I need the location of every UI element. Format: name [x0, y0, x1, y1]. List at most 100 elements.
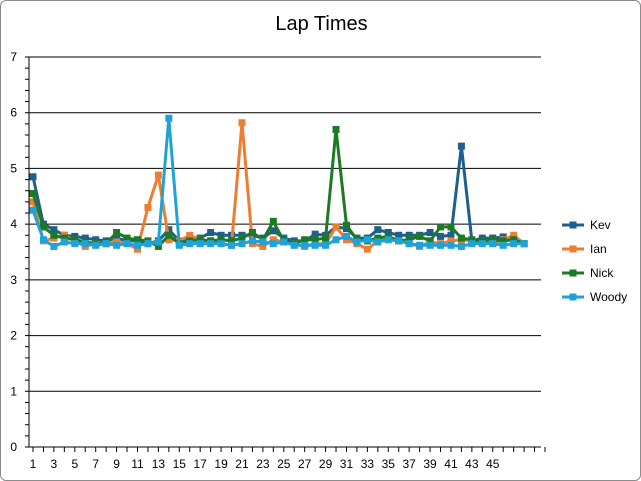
data-point-nick — [499, 237, 507, 245]
x-tick-label: 19 — [214, 457, 228, 471]
x-tick-label: 45 — [486, 457, 500, 471]
data-point-ian — [259, 242, 267, 250]
data-point-kev — [395, 231, 403, 239]
data-point-woody — [39, 236, 47, 244]
data-point-nick — [133, 236, 141, 244]
x-tick-label: 33 — [361, 457, 375, 471]
data-point-woody — [311, 241, 319, 249]
x-tick-label: 17 — [194, 457, 208, 471]
data-point-kev — [207, 229, 215, 236]
x-tick-label: 43 — [465, 457, 479, 471]
x-tick-label: 3 — [51, 457, 58, 471]
x-tick-label: 35 — [382, 457, 396, 471]
data-point-nick — [113, 229, 121, 236]
data-point-nick — [374, 234, 382, 242]
data-point-woody — [186, 240, 194, 248]
y-tick-label: 0 — [10, 440, 17, 454]
x-tick-label: 21 — [235, 457, 249, 471]
x-tick-label: 9 — [113, 457, 120, 471]
data-point-nick — [457, 234, 465, 242]
data-point-nick — [311, 236, 319, 244]
y-tick-label: 4 — [10, 217, 17, 231]
data-point-nick — [50, 231, 58, 239]
data-point-nick — [154, 242, 162, 250]
data-point-woody — [510, 240, 518, 248]
y-tick-label: 3 — [10, 273, 17, 287]
data-point-ian — [29, 198, 37, 206]
legend-marker-nick — [569, 269, 577, 277]
data-point-woody — [29, 206, 37, 214]
data-point-kev — [29, 173, 37, 181]
data-point-nick — [489, 236, 497, 244]
x-tick-label: 27 — [298, 457, 312, 471]
data-point-woody — [384, 236, 392, 244]
data-point-woody — [196, 240, 204, 248]
data-point-nick — [322, 234, 330, 242]
data-point-woody — [395, 237, 403, 245]
x-tick-label: 5 — [71, 457, 78, 471]
x-tick-label: 23 — [256, 457, 270, 471]
data-point-woody — [60, 238, 68, 246]
data-point-woody — [290, 241, 298, 249]
data-point-woody — [92, 241, 100, 249]
data-point-nick — [269, 217, 277, 225]
data-point-kev — [374, 226, 382, 234]
data-point-woody — [457, 242, 465, 250]
data-point-woody — [405, 240, 413, 248]
legend-label-woody: Woody — [590, 290, 627, 304]
x-tick-label: 7 — [92, 457, 99, 471]
data-point-woody — [353, 238, 361, 246]
data-point-kev — [269, 227, 277, 235]
data-point-woody — [259, 238, 267, 246]
data-point-woody — [520, 240, 528, 248]
y-tick-label: 5 — [10, 161, 17, 175]
data-point-nick — [426, 237, 434, 245]
x-tick-label: 29 — [319, 457, 333, 471]
data-point-nick — [39, 223, 47, 231]
x-tick-label: 41 — [444, 457, 458, 471]
data-point-kev — [113, 234, 121, 242]
data-point-ian — [144, 203, 152, 211]
legend-label-ian: Ian — [590, 242, 607, 256]
data-point-nick — [468, 236, 476, 244]
data-point-nick — [165, 231, 173, 239]
x-tick-label: 39 — [423, 457, 437, 471]
data-point-kev — [426, 229, 434, 236]
data-point-kev — [384, 229, 392, 236]
legend-label-nick: Nick — [590, 266, 614, 280]
data-point-ian — [186, 231, 194, 239]
data-point-woody — [144, 240, 152, 248]
data-point-ian — [510, 231, 518, 239]
data-point-woody — [165, 114, 173, 122]
data-point-woody — [71, 240, 79, 248]
data-point-kev — [217, 231, 225, 239]
data-point-ian — [165, 236, 173, 244]
data-point-nick — [332, 125, 340, 133]
y-tick-label: 6 — [10, 106, 17, 120]
data-point-woody — [280, 238, 288, 246]
data-point-woody — [102, 240, 110, 248]
data-point-woody — [437, 241, 445, 249]
data-point-woody — [426, 241, 434, 249]
x-tick-label: 15 — [173, 457, 187, 471]
data-point-nick — [60, 234, 68, 242]
data-point-nick — [228, 237, 236, 245]
data-point-ian — [363, 245, 371, 253]
data-point-kev — [311, 230, 319, 238]
x-tick-label: 37 — [402, 457, 416, 471]
data-point-kev — [405, 231, 413, 239]
data-point-kev — [447, 231, 455, 239]
data-point-kev — [437, 232, 445, 240]
data-point-nick — [447, 223, 455, 231]
data-point-ian — [447, 237, 455, 245]
data-point-kev — [457, 142, 465, 150]
data-point-woody — [81, 240, 89, 248]
data-point-nick — [342, 221, 350, 229]
data-point-woody — [322, 241, 330, 249]
data-point-woody — [342, 232, 350, 240]
data-point-woody — [478, 240, 486, 248]
data-point-nick — [29, 190, 37, 197]
legend-marker-woody — [569, 293, 577, 301]
x-tick-label: 1 — [30, 457, 37, 471]
